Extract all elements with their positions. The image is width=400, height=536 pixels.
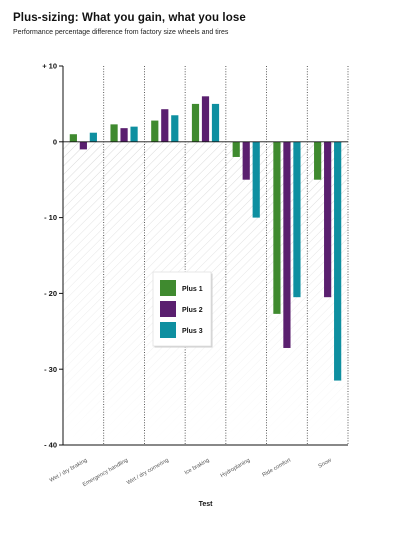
bar-plus-3 xyxy=(211,103,220,142)
bar-plus-1 xyxy=(314,141,322,180)
bar-plus-1 xyxy=(191,103,200,142)
bar-plus-1 xyxy=(69,134,77,142)
x-tick-label: Ice braking xyxy=(184,458,211,477)
y-tick-label: - 10 xyxy=(44,213,57,222)
x-tick-label: Emergency handling xyxy=(82,458,129,489)
legend-label: Plus 1 xyxy=(182,286,203,293)
legend-swatch xyxy=(160,322,176,338)
y-axis: + 10 0 - 10 - 20 - 30 - 40 xyxy=(42,62,348,450)
bars xyxy=(69,96,342,381)
bar-plus-2 xyxy=(324,141,332,298)
legend-label: Plus 3 xyxy=(182,328,203,335)
bar-plus-2 xyxy=(242,141,250,180)
bar-plus-3 xyxy=(171,115,179,142)
bar-plus-3 xyxy=(334,141,342,381)
x-tick-label: Wet / dry cornering xyxy=(126,458,170,487)
legend-label: Plus 2 xyxy=(182,307,203,314)
bar-plus-1 xyxy=(151,120,159,142)
x-tick-label: Hydroplaning xyxy=(220,458,252,480)
y-tick-label: - 40 xyxy=(44,441,57,450)
bar-plus-1 xyxy=(232,141,240,157)
chart-subtitle: Performance percentage difference from f… xyxy=(13,29,229,36)
y-tick-label: 0 xyxy=(53,137,57,146)
legend-swatch xyxy=(160,280,176,296)
bar-plus-3 xyxy=(293,141,301,298)
bar-plus-3 xyxy=(89,132,97,142)
x-tick-label: Snow xyxy=(318,457,334,470)
bar-plus-3 xyxy=(130,126,138,142)
x-tick-label: Ride comfort xyxy=(261,457,292,478)
bar-plus-2 xyxy=(283,141,291,348)
y-tick-label: - 20 xyxy=(44,289,57,298)
x-axis-title: Test xyxy=(199,501,214,508)
bar-plus-2 xyxy=(120,128,128,142)
bar-plus-2 xyxy=(161,109,169,142)
x-tick-label: Wet / dry braking xyxy=(49,458,89,484)
legend: Plus 1 Plus 2 Plus 3 xyxy=(152,271,213,348)
bar-plus-1 xyxy=(110,124,118,142)
bar-plus-2 xyxy=(79,141,87,150)
bar-plus-2 xyxy=(201,96,210,142)
category-separators xyxy=(103,66,349,445)
bar-plus-3 xyxy=(252,141,260,218)
chart-title: Plus-sizing: What you gain, what you los… xyxy=(13,12,246,24)
y-tick-label: - 30 xyxy=(44,365,57,374)
y-tick-label: + 10 xyxy=(42,62,57,71)
legend-swatch xyxy=(160,301,176,317)
bar-plus-1 xyxy=(273,141,281,314)
